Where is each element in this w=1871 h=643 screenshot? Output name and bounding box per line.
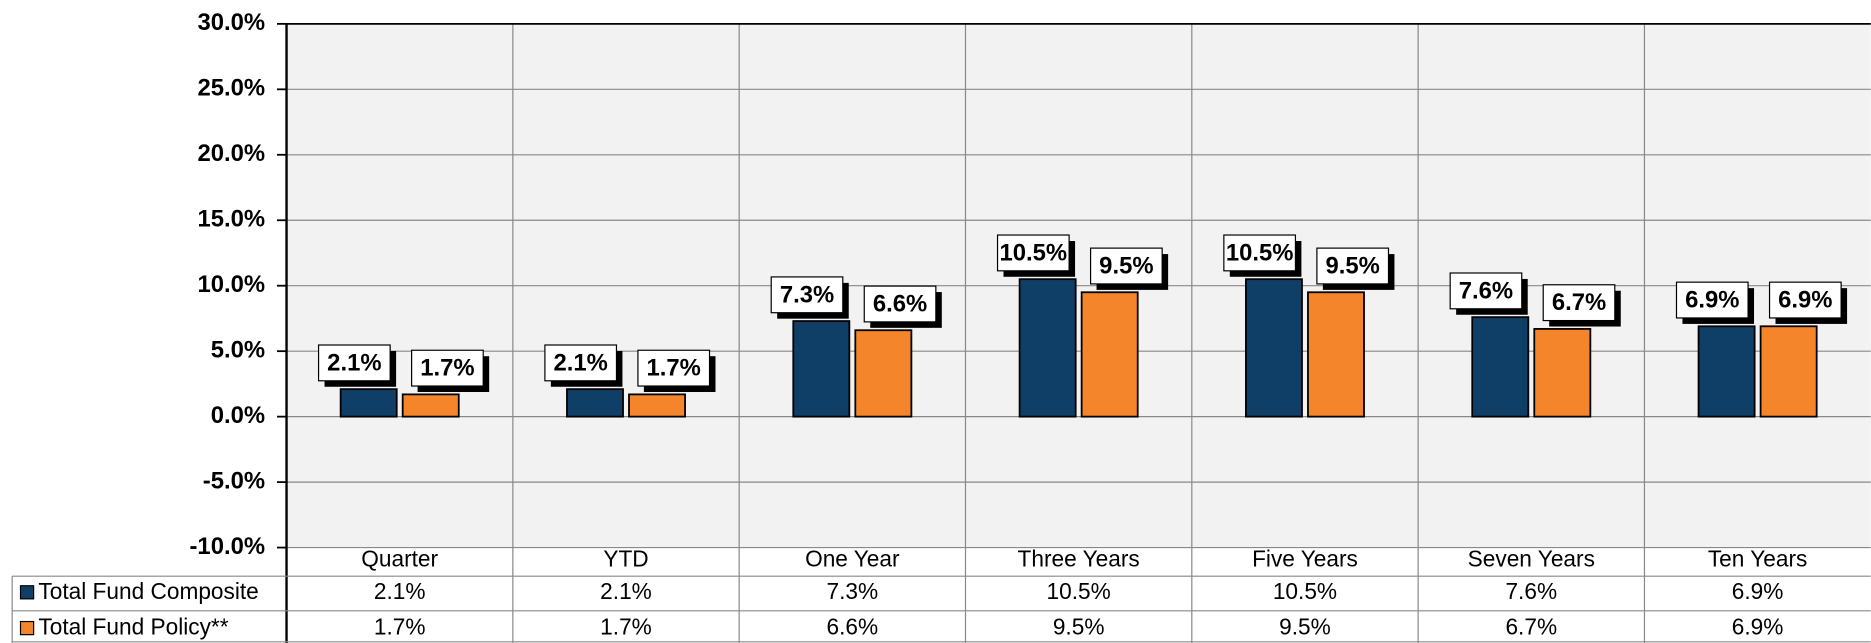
- legend-swatch: [19, 585, 35, 600]
- x-tick-label: Five Years: [1252, 546, 1358, 572]
- legend-label: Total Fund Composite: [38, 578, 258, 604]
- data-label: 7.3%: [780, 281, 834, 308]
- table-value: 9.5%: [1279, 614, 1331, 640]
- data-label: 6.9%: [1778, 287, 1832, 314]
- label-box: [637, 349, 711, 387]
- table-value: 6.6%: [827, 614, 879, 640]
- bar: [401, 393, 460, 418]
- label-box: [1675, 281, 1749, 319]
- table-value: 10.5%: [1273, 578, 1337, 604]
- data-label: 1.7%: [420, 355, 474, 382]
- bar: [854, 329, 913, 418]
- x-tick-label: One Year: [805, 546, 900, 572]
- label-box: [1223, 234, 1297, 272]
- data-label: 6.6%: [873, 290, 927, 317]
- legend-swatch: [19, 620, 35, 636]
- y-tick-label: 25.0%: [197, 75, 265, 102]
- table-value: 6.9%: [1732, 614, 1784, 640]
- label-box: [1449, 272, 1523, 310]
- bar: [339, 388, 398, 418]
- table-value: 7.6%: [1505, 578, 1557, 604]
- table-value: 2.1%: [374, 578, 426, 604]
- label-box: [770, 276, 844, 314]
- table-value: 2.1%: [600, 578, 652, 604]
- y-tick-label: 15.0%: [197, 206, 265, 233]
- label-box: [317, 344, 391, 382]
- bar: [566, 388, 624, 418]
- data-label: 10.5%: [1226, 239, 1294, 266]
- label-box: [1316, 247, 1390, 285]
- table-value: 1.7%: [600, 614, 652, 640]
- data-label: 1.7%: [647, 355, 701, 382]
- data-label: 7.6%: [1459, 277, 1513, 304]
- y-tick-label: 10.0%: [197, 271, 265, 298]
- legend-label: Total Fund Policy**: [38, 614, 228, 640]
- label-box: [411, 349, 484, 387]
- x-tick-label: YTD: [603, 546, 648, 572]
- bar: [1307, 291, 1365, 418]
- bar: [1533, 328, 1592, 418]
- bar: [1080, 291, 1139, 418]
- bar: [1245, 278, 1303, 418]
- data-label: 6.9%: [1685, 287, 1739, 314]
- label-box: [1768, 281, 1842, 319]
- label-box: [544, 344, 618, 382]
- table-value: 1.7%: [374, 614, 426, 640]
- data-label: 2.1%: [327, 349, 381, 376]
- bar: [1018, 278, 1077, 418]
- bar: [1759, 325, 1818, 418]
- label-box: [1089, 247, 1163, 285]
- data-label: 2.1%: [554, 349, 608, 376]
- bar: [1471, 316, 1530, 418]
- x-tick-label: Three Years: [1018, 546, 1140, 572]
- table-value: 7.3%: [827, 578, 879, 604]
- label-box: [863, 285, 937, 323]
- x-tick-label: Quarter: [361, 546, 438, 572]
- label-box: [1542, 284, 1616, 322]
- y-tick-label: 20.0%: [197, 140, 265, 167]
- x-tick-label: Ten Years: [1708, 546, 1808, 572]
- y-tick-label: 0.0%: [211, 402, 265, 429]
- table-value: 6.7%: [1505, 614, 1557, 640]
- label-box: [996, 234, 1070, 272]
- bar: [792, 320, 851, 418]
- y-tick-label: 5.0%: [211, 336, 265, 363]
- data-label: 9.5%: [1099, 253, 1153, 280]
- data-label: 6.7%: [1552, 289, 1606, 316]
- data-label: 10.5%: [1000, 239, 1068, 266]
- data-label: 9.5%: [1326, 253, 1380, 280]
- bar: [628, 393, 686, 418]
- y-tick-label: -10.0%: [189, 533, 265, 560]
- y-tick-label: -5.0%: [203, 467, 265, 494]
- table-value: 6.9%: [1732, 578, 1784, 604]
- table-value: 10.5%: [1047, 578, 1111, 604]
- table-value: 9.5%: [1053, 614, 1105, 640]
- y-tick-label: 30.0%: [197, 9, 265, 36]
- bar: [1697, 325, 1756, 418]
- x-tick-label: Seven Years: [1468, 546, 1595, 572]
